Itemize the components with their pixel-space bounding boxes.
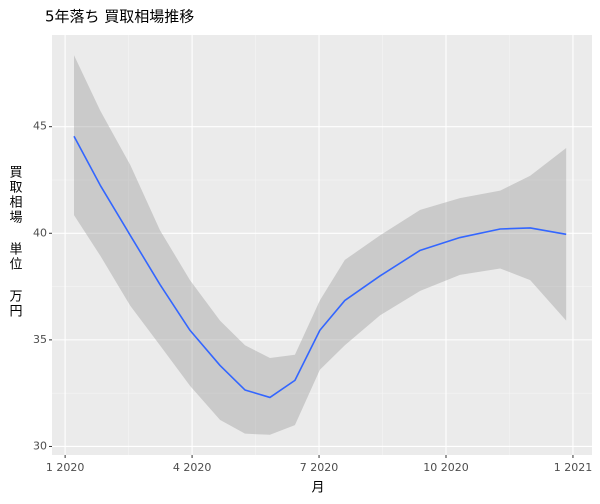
x-tick-label: 1 2020 (46, 461, 85, 474)
x-tick-label: 4 2020 (173, 461, 212, 474)
chart-title: 5年落ち 買取相場推移 (45, 8, 194, 26)
x-tick-label: 7 2020 (300, 461, 339, 474)
y-tick-label: 45 (33, 120, 47, 133)
y-axis-title: 買取相場 単位 万円 (7, 165, 23, 319)
y-tick-label: 35 (33, 333, 47, 346)
x-axis-title: 月 (311, 481, 324, 496)
x-tick-label: 10 2020 (423, 461, 469, 474)
smooth-line (73, 135, 567, 399)
x-tick-label: 1 2021 (554, 461, 593, 474)
y-tick-label: 30 (33, 439, 47, 452)
confidence-band (74, 55, 567, 435)
y-tick-label: 40 (33, 226, 47, 239)
panel (52, 35, 592, 455)
